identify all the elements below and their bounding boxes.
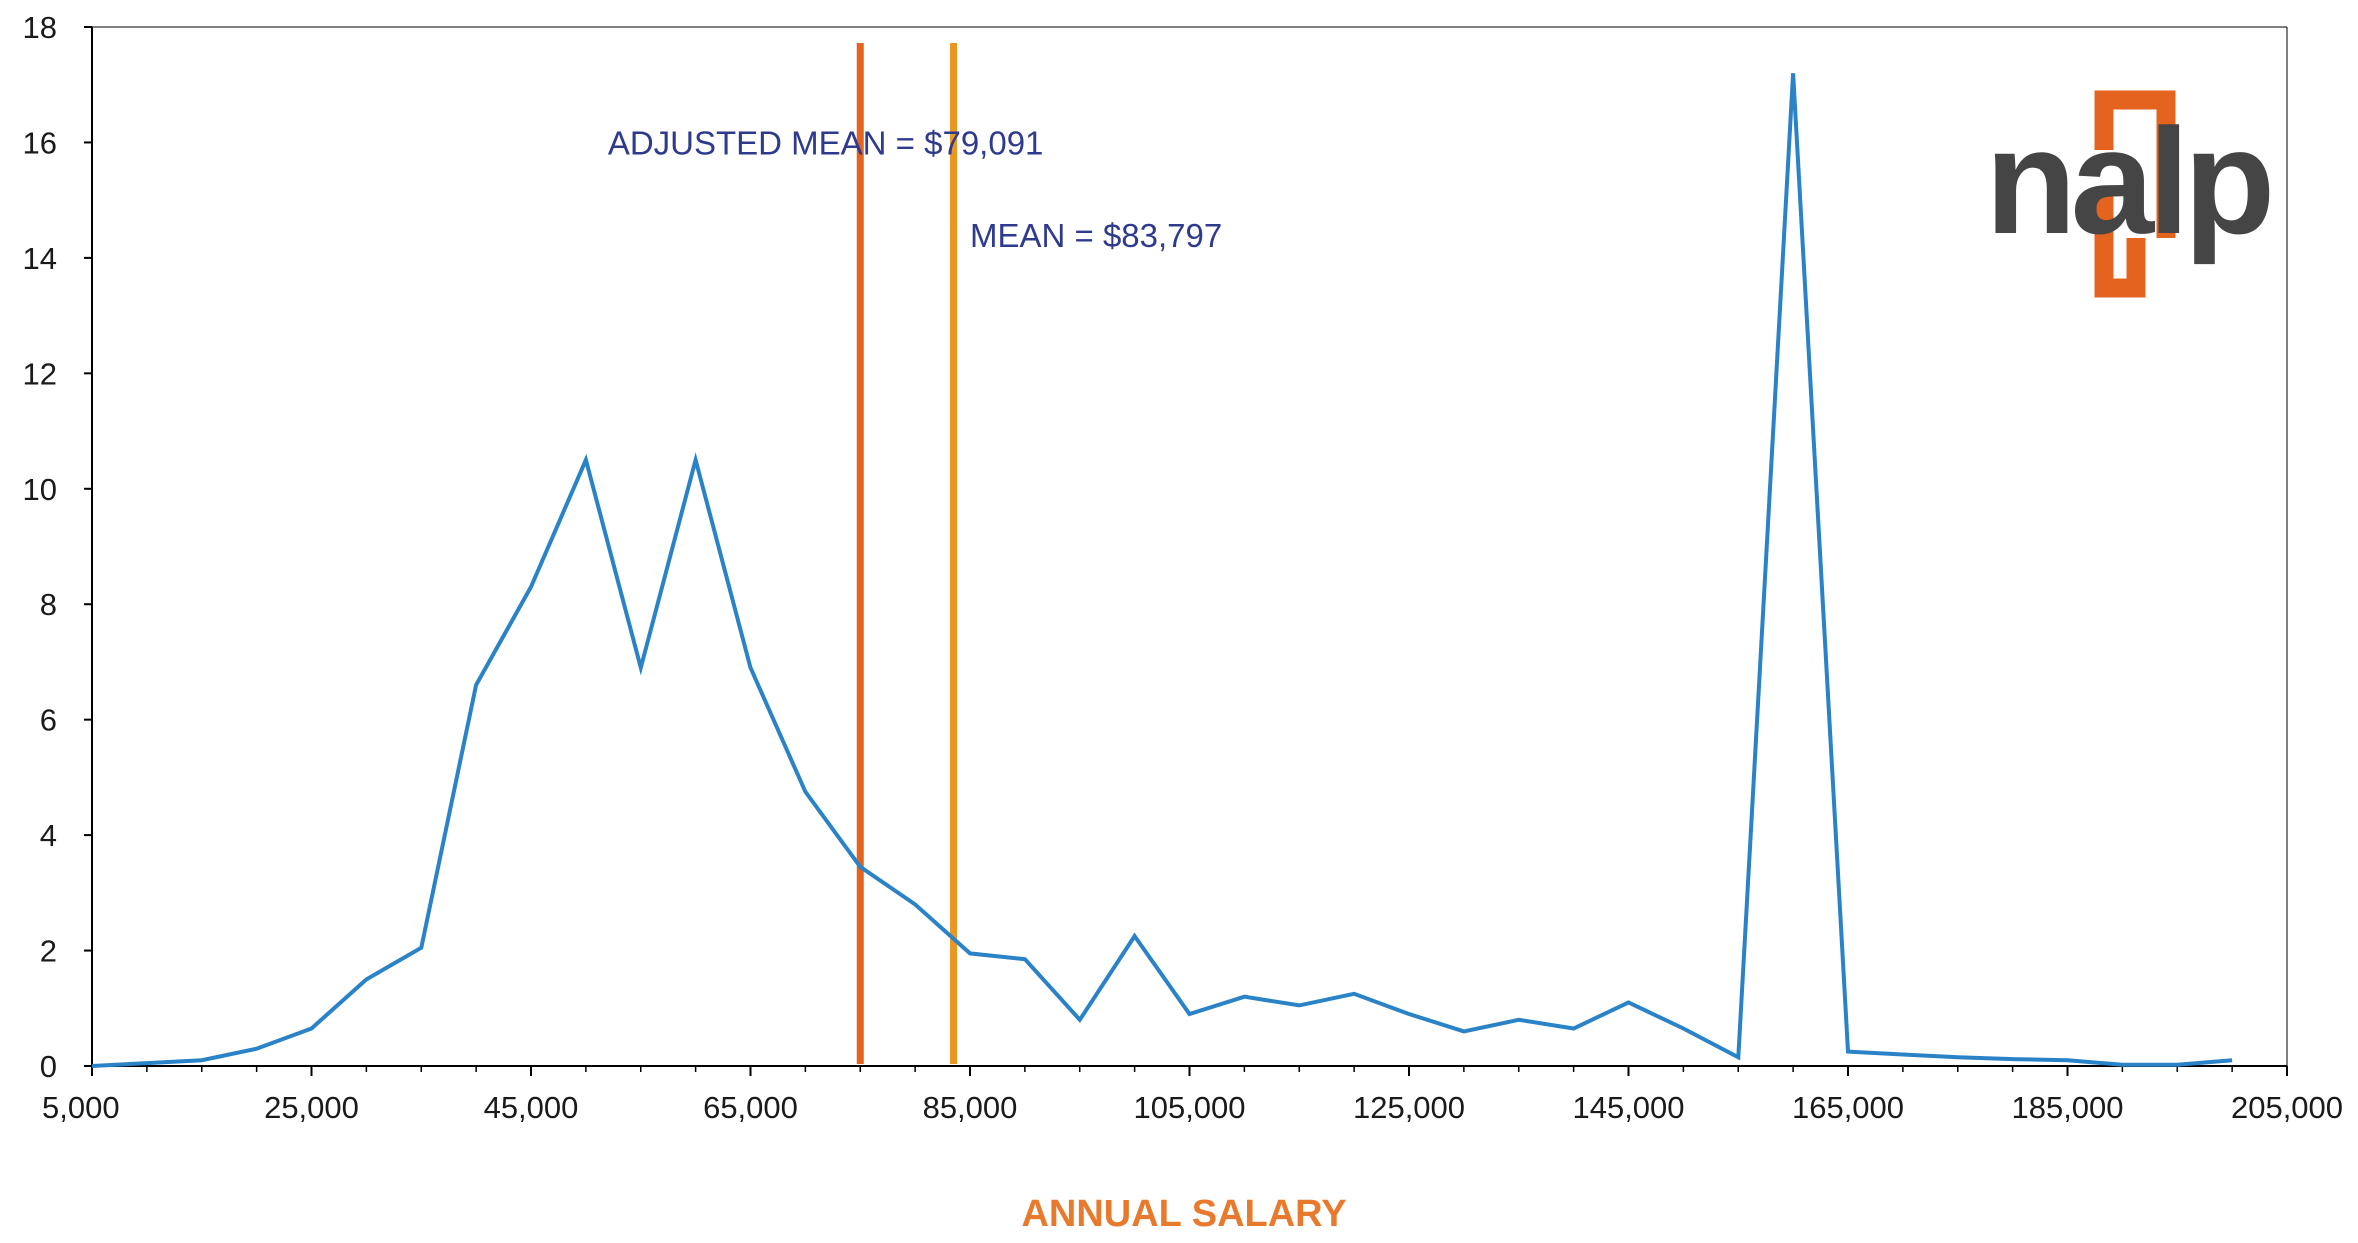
y-tick-label: 6 — [40, 703, 57, 738]
series-group — [91, 73, 2233, 1068]
y-tick-label: 0 — [40, 1049, 57, 1084]
logo-bracket-top — [2094, 90, 2176, 238]
y-tick-label: 16 — [23, 125, 57, 160]
x-tick-label: 165,000 — [1792, 1090, 1904, 1125]
logo-bracket-bottom — [2094, 196, 2146, 298]
x-tick-label: 25,000 — [264, 1090, 359, 1125]
x-tick-label: 185,000 — [2011, 1090, 2123, 1125]
y-axis-ticks: 0 2 4 6 8 10 12 14 16 18 — [23, 10, 92, 1084]
series-line — [91, 73, 2233, 1068]
x-tick-label: 65,000 — [703, 1090, 798, 1125]
y-tick-label: 2 — [40, 934, 57, 969]
x-tick-label: 105,000 — [1133, 1090, 1245, 1125]
y-tick-label: 14 — [23, 241, 57, 276]
nalp-logo: nalp — [1985, 90, 2276, 298]
y-tick-label: 8 — [40, 587, 57, 622]
x-tick-label: 45,000 — [484, 1090, 579, 1125]
x-axis-label: ANNUAL SALARY — [1021, 1193, 1346, 1235]
annotations: ADJUSTED MEAN = $79,091 MEAN = $83,797 — [608, 124, 1222, 253]
mean-annotation: MEAN = $83,797 — [970, 217, 1222, 254]
axes — [91, 26, 2288, 1067]
x-tick-label: 145,000 — [1572, 1090, 1684, 1125]
x-axis-ticks: 5,000 25,000 45,000 65,000 85,000 105,000 125,… — [42, 1066, 2343, 1125]
mean-lines — [856, 43, 958, 1064]
logo-text: nalp — [1985, 97, 2270, 265]
x-tick-label: 205,000 — [2231, 1090, 2343, 1125]
x-tick-label: 125,000 — [1353, 1090, 1465, 1125]
x-tick-label: 5,000 — [42, 1090, 120, 1125]
adjusted-mean-annotation: ADJUSTED MEAN = $79,091 — [608, 124, 1044, 161]
x-tick-label: 85,000 — [923, 1090, 1018, 1125]
y-tick-label: 4 — [40, 818, 57, 853]
y-tick-label: 12 — [23, 356, 57, 391]
y-tick-label: 10 — [23, 472, 57, 507]
y-tick-label: 18 — [23, 10, 57, 45]
